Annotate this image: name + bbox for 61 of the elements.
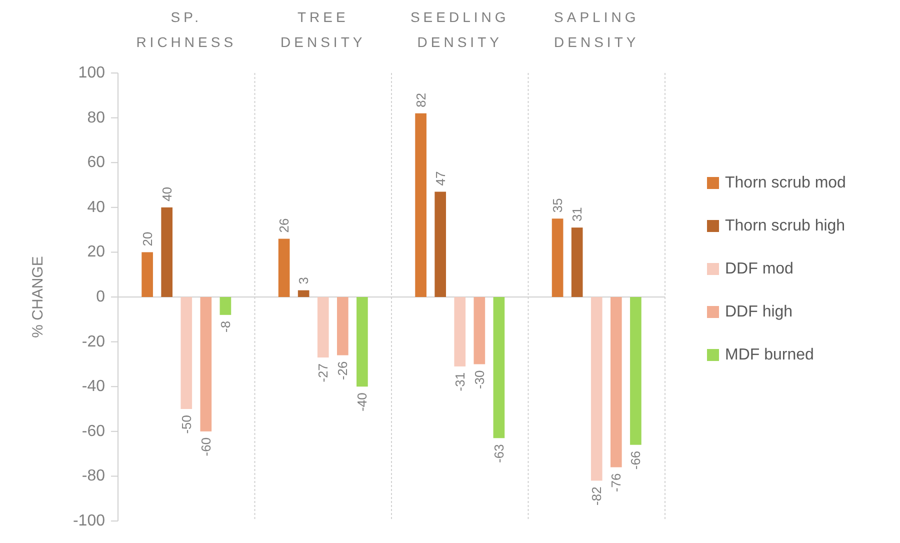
y-tick-label: -60	[82, 422, 106, 440]
data-label: 47	[432, 171, 448, 186]
bar	[552, 218, 564, 297]
y-tick-label: -20	[82, 333, 106, 350]
y-tick-label: 40	[87, 198, 106, 216]
y-tick-label: -80	[82, 468, 106, 485]
data-label: 40	[159, 186, 174, 202]
y-tick-label: -40	[82, 378, 106, 396]
data-label: -66	[628, 450, 644, 470]
bar	[434, 192, 446, 297]
x-tick-label: TREE DENSITY	[280, 9, 366, 50]
bar	[180, 297, 192, 409]
data-label: -50	[178, 415, 194, 434]
data-label: -8	[218, 320, 233, 332]
legend-label: DDF mod	[725, 260, 794, 278]
bar	[298, 290, 310, 297]
bar	[493, 297, 505, 438]
bar	[142, 252, 153, 297]
y-tick-label: 0	[96, 288, 106, 306]
data-label: -76	[608, 473, 624, 492]
bar	[220, 297, 232, 315]
data-label: -26	[335, 361, 350, 380]
legend-label: Thorn scrub mod	[725, 174, 846, 192]
data-label: 3	[296, 277, 312, 284]
data-label: 82	[413, 92, 428, 108]
bar	[474, 297, 486, 364]
x-tick-label: SP. RICHNESS	[136, 9, 237, 50]
legend-label: Thorn scrub high	[725, 218, 846, 234]
bar	[610, 297, 622, 468]
x-tick-label: SAPLING DENSITY	[554, 9, 640, 50]
bar	[200, 297, 212, 432]
bar	[336, 297, 348, 356]
x-tick-label: SEEDLING DENSITY	[410, 9, 510, 50]
data-label: 26	[276, 218, 292, 233]
bar	[454, 297, 466, 366]
y-tick-label: 80	[87, 109, 106, 126]
y-tick-label: 100	[78, 64, 106, 82]
data-label: -82	[589, 486, 604, 506]
data-label: -63	[491, 444, 506, 463]
y-axis-title: % CHANGE	[30, 256, 46, 338]
bar	[415, 113, 426, 297]
data-label: -27	[316, 363, 331, 382]
bar	[590, 297, 602, 481]
y-tick-label: 20	[87, 244, 106, 261]
legend-label: MDF burned	[725, 346, 814, 364]
data-label: -60	[198, 437, 214, 456]
data-label: 31	[570, 207, 585, 222]
y-tick-label: 60	[87, 154, 106, 172]
data-label: 20	[140, 232, 155, 246]
legend-label: DDF high	[725, 304, 793, 320]
bar	[356, 297, 368, 387]
y-tick-label: -100	[72, 512, 106, 530]
data-label: -30	[472, 370, 487, 389]
bar	[317, 297, 329, 358]
bar	[630, 297, 642, 445]
bar	[161, 207, 173, 297]
bar	[571, 228, 583, 297]
data-label: 35	[550, 198, 566, 213]
bar	[278, 238, 290, 297]
data-label: -31	[452, 372, 468, 392]
data-label: -40	[354, 392, 370, 412]
